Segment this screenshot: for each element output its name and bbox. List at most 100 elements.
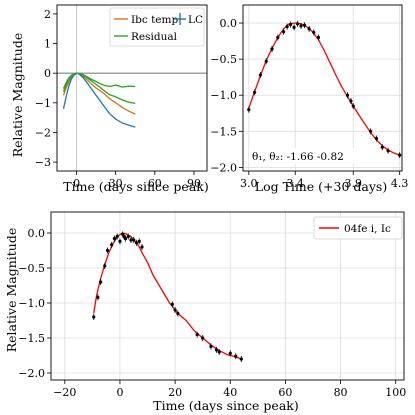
panel-top-right-annotation: θ₁, θ₂: -1.66 -0.82 bbox=[252, 151, 344, 163]
c-ytick-label: −0.5 bbox=[18, 262, 45, 275]
a-plot-area bbox=[62, 72, 136, 128]
c-data-point bbox=[201, 336, 205, 340]
a-xtick-label: 0 bbox=[73, 177, 80, 190]
b-data-point bbox=[276, 35, 280, 40]
a-xtick-label: 90 bbox=[187, 177, 201, 190]
b-data-point bbox=[253, 90, 257, 94]
b-series-0-line-0 bbox=[248, 22, 400, 156]
c-data-point bbox=[123, 237, 128, 241]
c-xtick-label: 40 bbox=[223, 386, 237, 399]
a-ytick-label: −2 bbox=[35, 126, 51, 139]
b-data-point bbox=[316, 35, 321, 40]
c-data-point bbox=[195, 332, 199, 337]
c-xtick-label: 0 bbox=[116, 386, 123, 399]
b-data-point bbox=[380, 145, 384, 149]
a-series-0-line-0 bbox=[62, 72, 136, 115]
panel-bottom-xlabel: Time (days since peak) bbox=[153, 398, 298, 413]
c-data-point bbox=[115, 234, 119, 239]
c-series-0-line-0 bbox=[93, 232, 242, 360]
b-data-point bbox=[374, 136, 379, 141]
a-frame bbox=[56, 4, 208, 172]
c-ytick-label: −2.0 bbox=[18, 367, 45, 380]
c-data-point bbox=[137, 239, 141, 243]
c-data-point bbox=[118, 239, 122, 243]
annotation-background bbox=[249, 148, 365, 164]
b-data-point bbox=[295, 22, 300, 26]
b-data-point bbox=[292, 25, 296, 29]
b-ytick-label: −0.5 bbox=[210, 53, 237, 66]
b-data-point bbox=[398, 153, 402, 157]
b-data-point bbox=[247, 108, 251, 112]
legend-box bbox=[313, 216, 403, 240]
c-data-point bbox=[239, 357, 243, 361]
b-ytick-label: 0.0 bbox=[220, 17, 238, 30]
c-data-point bbox=[176, 311, 180, 316]
c-xtick-label: 20 bbox=[168, 386, 182, 399]
c-data-point bbox=[92, 315, 96, 319]
c-plot-area bbox=[92, 231, 243, 362]
c-data-point bbox=[129, 238, 133, 242]
panel-top-left-xlabel: Time (days since peak) bbox=[63, 179, 208, 194]
a-ytick-label: 1 bbox=[44, 38, 51, 51]
a-ytick-label: −1 bbox=[35, 97, 51, 110]
b-xtick-label: 3.9 bbox=[345, 177, 363, 190]
c-data-point bbox=[99, 280, 103, 284]
b-ytick-label: −1.0 bbox=[210, 89, 237, 102]
b-data-point bbox=[345, 93, 350, 97]
c-data-point bbox=[126, 234, 130, 239]
b-data-point bbox=[351, 104, 355, 108]
panel-top-left-ylabel: Relative Magnitude bbox=[10, 33, 25, 158]
panel-top-left: 0 30 60 90 2 1 0 −1 −2 −3 bbox=[35, 4, 208, 190]
a-xtick-label: 60 bbox=[148, 177, 162, 190]
b-data-point bbox=[285, 25, 289, 29]
b-ytick-label: −2.0 bbox=[210, 161, 237, 174]
c-data-point bbox=[112, 237, 117, 241]
c-data-point bbox=[96, 295, 100, 299]
c-data-point bbox=[234, 354, 238, 358]
panel-top-right-xlabel: Log Time (+30 days) bbox=[255, 179, 387, 194]
b-data-point bbox=[349, 99, 353, 103]
c-data-point bbox=[217, 350, 221, 354]
c-xtick-label: 80 bbox=[334, 386, 348, 399]
b-data-point bbox=[312, 30, 316, 35]
c-xtick-label: 100 bbox=[385, 386, 406, 399]
b-data-point bbox=[307, 27, 311, 31]
c-data-point bbox=[228, 351, 232, 355]
panel-top-left-legend: Ibc temp LC Residual bbox=[109, 7, 205, 47]
a-ytick-label: 2 bbox=[44, 8, 51, 21]
b-xtick-label: 3.0 bbox=[240, 177, 258, 190]
a-series-2-line-1 bbox=[62, 72, 136, 105]
b-xtick-label: 4.3 bbox=[391, 177, 409, 190]
c-data-point bbox=[105, 248, 110, 253]
b-data-point bbox=[299, 24, 303, 28]
a-ytick-label: 0 bbox=[44, 67, 51, 80]
b-ytick-label: −1.5 bbox=[210, 125, 237, 138]
b-data-point bbox=[288, 22, 293, 27]
b-data-point bbox=[302, 23, 307, 27]
a-xtick-label: 30 bbox=[109, 177, 123, 190]
c-frame bbox=[50, 211, 405, 381]
legend-04fe-label: 04fe i, Ic bbox=[344, 223, 391, 235]
c-ytick-label: −1.5 bbox=[18, 332, 45, 345]
b-data-point bbox=[369, 129, 373, 133]
a-ytick-label: −3 bbox=[35, 156, 51, 169]
panel-bottom-legend: 04fe i, Ic bbox=[313, 216, 403, 240]
c-data-point bbox=[209, 344, 213, 348]
panel-bottom: −20 0 20 40 60 80 100 0.0 −0.5 −1.0 −1.5 −2.0 bbox=[18, 211, 406, 399]
panel-top-right: 3.0 3.4 3.9 4.3 0.0 −0.5 −1.0 −1.5 −2.0 bbox=[210, 4, 409, 190]
c-data-point bbox=[103, 264, 107, 268]
b-data-point bbox=[264, 59, 268, 63]
b-xtick-label: 3.4 bbox=[286, 177, 304, 190]
c-xtick-label: −20 bbox=[53, 386, 76, 399]
b-data-point bbox=[282, 30, 286, 34]
b-frame bbox=[242, 4, 403, 172]
legend-residual-label: Residual bbox=[131, 31, 178, 43]
c-data-point bbox=[110, 243, 114, 247]
c-data-point bbox=[173, 308, 177, 312]
b-data-point bbox=[386, 149, 390, 153]
c-data-point bbox=[134, 241, 139, 245]
a-series-2-line-0 bbox=[62, 72, 136, 92]
c-xtick-label: 60 bbox=[278, 386, 292, 399]
a-series-1-line-0 bbox=[62, 72, 136, 128]
